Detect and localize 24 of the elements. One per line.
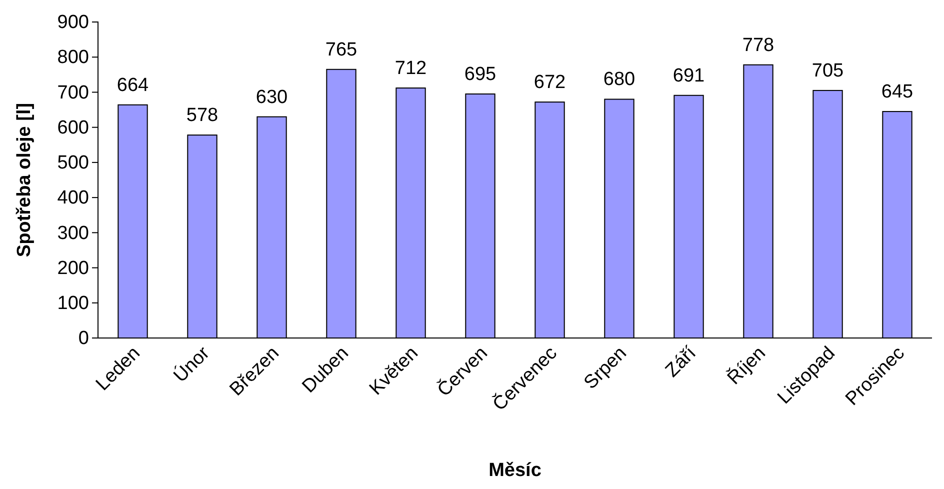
- y-tick-label: 900: [57, 12, 89, 34]
- data-label: 664: [116, 74, 150, 96]
- data-label: 712: [394, 58, 427, 80]
- data-label: 705: [812, 60, 844, 82]
- x-axis-title: Měsíc: [488, 460, 542, 481]
- y-tick-label: 600: [57, 117, 89, 138]
- y-tick-label: 700: [57, 82, 89, 104]
- data-label: 765: [325, 39, 358, 60]
- data-label: 672: [534, 72, 566, 94]
- y-tick-label: 500: [57, 152, 89, 174]
- y-tick-label: 0: [78, 328, 89, 350]
- data-label: 691: [672, 65, 705, 86]
- data-label: 778: [742, 34, 774, 56]
- y-axis-title: Spotřeba oleje [l]: [14, 102, 35, 258]
- data-label: 680: [603, 69, 636, 90]
- data-label: 695: [464, 64, 496, 85]
- y-tick-label: 100: [57, 292, 89, 314]
- data-label: 630: [256, 86, 288, 108]
- y-tick-label: 800: [57, 47, 89, 68]
- y-tick-label: 300: [57, 222, 89, 244]
- data-label: 578: [186, 105, 218, 126]
- data-label: 645: [881, 82, 914, 103]
- y-tick-label: 200: [57, 258, 89, 279]
- y-tick-label: 400: [57, 188, 89, 209]
